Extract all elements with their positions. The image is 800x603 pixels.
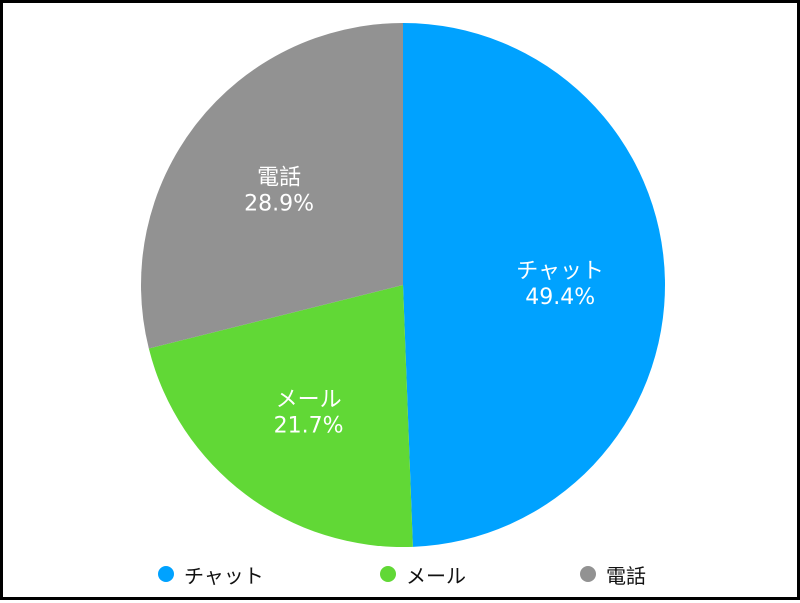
pie-slice-chat bbox=[403, 23, 666, 547]
slice-label-chat: チャット bbox=[516, 259, 604, 284]
slice-label-mail: メール bbox=[276, 388, 342, 413]
legend-label-mail: メール bbox=[406, 563, 466, 588]
legend-swatch-mail bbox=[380, 566, 396, 582]
legend: チャット メール 電話 bbox=[3, 559, 800, 589]
legend-item-mail: メール bbox=[380, 559, 466, 589]
pie-slice-phone bbox=[141, 23, 403, 349]
slice-percent-chat: 49.4% bbox=[525, 285, 595, 310]
legend-item-chat: チャット bbox=[158, 559, 264, 589]
legend-swatch-chat bbox=[158, 566, 174, 582]
legend-label-phone: 電話 bbox=[606, 563, 646, 588]
legend-swatch-phone bbox=[580, 566, 596, 582]
legend-item-phone: 電話 bbox=[580, 559, 646, 589]
slice-percent-mail: 21.7% bbox=[274, 414, 344, 439]
slice-label-phone: 電話 bbox=[257, 165, 301, 190]
legend-label-chat: チャット bbox=[184, 563, 264, 588]
pie-slice-mail bbox=[148, 285, 413, 547]
slice-percent-phone: 28.9% bbox=[244, 191, 314, 216]
